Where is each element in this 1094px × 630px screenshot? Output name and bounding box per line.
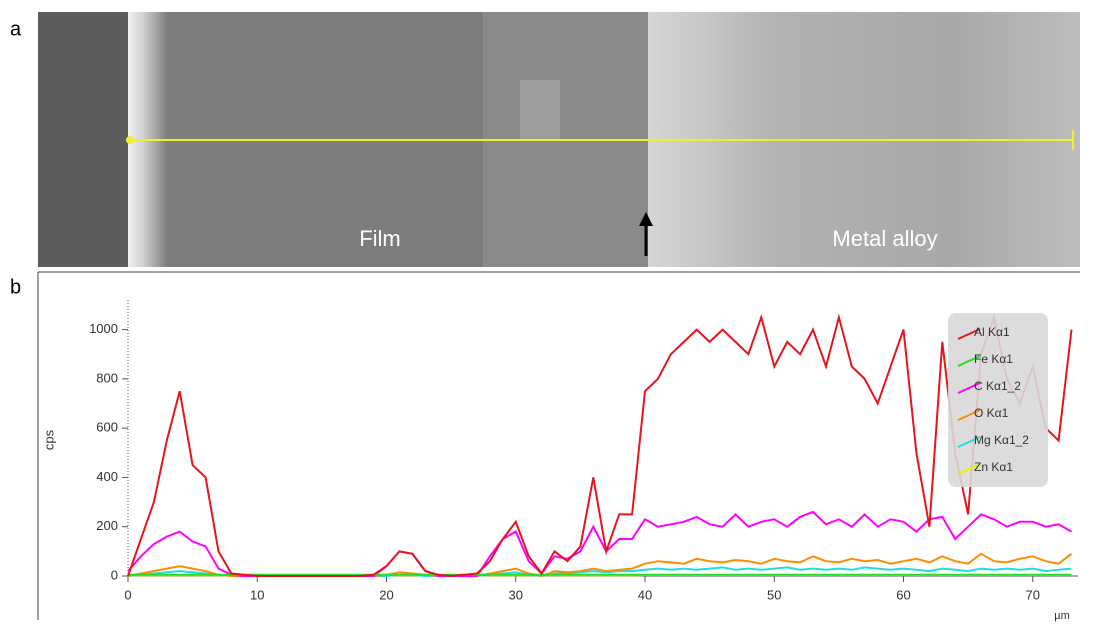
scan-start: [126, 136, 134, 144]
sem-image: Film Metal alloy: [38, 12, 1080, 267]
legend-label: Mg Kα1_2: [974, 433, 1029, 447]
legend-label: Al Kα1: [974, 325, 1010, 339]
panel-label: a: [10, 18, 22, 40]
annotation: Film: [359, 226, 401, 251]
x-tick-label: 60: [896, 587, 910, 602]
y-tick-label: 1000: [89, 321, 118, 336]
x-tick-label: 20: [379, 587, 393, 602]
y-tick-label: 600: [96, 420, 118, 435]
y-tick-label: 200: [96, 518, 118, 533]
x-tick-label: 0: [124, 587, 131, 602]
legend-label: O Kα1: [974, 406, 1009, 420]
y-tick-label: 0: [111, 567, 118, 582]
x-tick-label: 30: [509, 587, 523, 602]
x-tick-label: 50: [767, 587, 781, 602]
y-axis-label: cps: [41, 429, 56, 450]
legend-label: Fe Kα1: [974, 352, 1013, 366]
y-tick-label: 400: [96, 469, 118, 484]
x-tick-label: 70: [1026, 587, 1040, 602]
particle: [520, 80, 560, 140]
panel-label: b: [10, 276, 21, 298]
legend-label: Zn Kα1: [974, 460, 1013, 474]
x-tick-label: 10: [250, 587, 264, 602]
annotation: Metal alloy: [832, 226, 937, 251]
legend-label: C Kα1_2: [974, 379, 1021, 393]
figure: Film Metal alloy a b cps µm 020040060080…: [0, 0, 1094, 625]
x-axis-label: µm: [1054, 610, 1070, 622]
x-tick-label: 40: [638, 587, 652, 602]
y-tick-label: 800: [96, 370, 118, 385]
